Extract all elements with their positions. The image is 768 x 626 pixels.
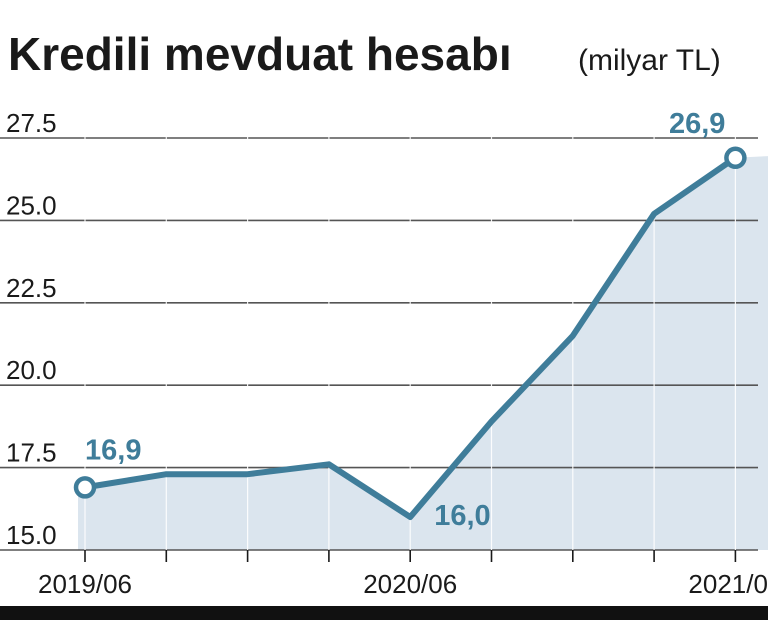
chart-unit: (milyar TL) [578,44,721,77]
x-tick-label: 2020/06 [363,569,457,599]
y-axis-ticks: 15.0 17.5 20.0 22.5 25.0 27.5 [6,108,57,550]
data-label: 26,9 [669,108,725,140]
x-tick-label: 2019/06 [38,569,132,599]
x-axis-ticks: 2019/06 2020/06 2021/06 [38,550,768,599]
point-marker-0 [73,476,97,499]
chart-title: Kredili mevduat hesabı [8,28,512,80]
point-marker-8 [724,146,747,170]
data-labels: 16,9 16,0 26,9 [85,108,725,532]
y-tick-label: 25.0 [6,190,57,220]
gridlines [0,137,758,551]
x-tick-label: 2021/06 [688,569,768,599]
y-tick-label: 27.5 [6,108,57,138]
markers [73,146,747,499]
y-tick-label: 20.0 [6,355,57,385]
data-label: 16,0 [434,500,490,532]
bottom-rule [0,606,768,620]
y-tick-label: 22.5 [6,273,57,303]
data-label: 16,9 [85,434,141,466]
area-fill [78,156,768,550]
y-tick-label: 17.5 [6,438,57,468]
series-line [82,154,739,521]
y-tick-label: 15.0 [6,520,57,550]
vertical-gridlines [84,134,737,550]
